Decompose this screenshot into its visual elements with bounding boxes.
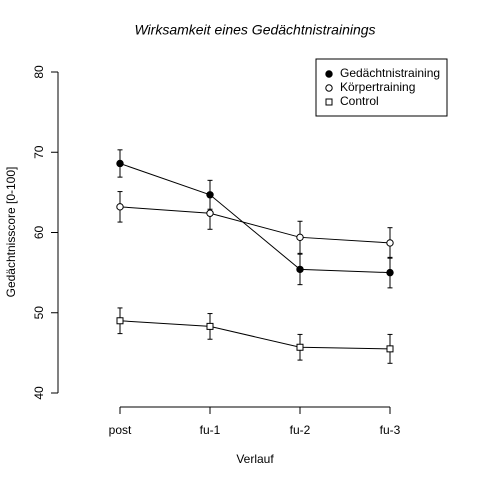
series-line <box>119 206 391 244</box>
marker <box>116 159 124 168</box>
legend-marker <box>325 70 333 78</box>
y-tick-label: 70 <box>32 145 46 159</box>
x-tick-label: post <box>109 423 132 437</box>
legend-box <box>315 58 448 117</box>
y-tick-label: 80 <box>32 65 46 79</box>
marker <box>116 317 124 325</box>
marker <box>296 265 304 274</box>
marker <box>386 239 394 247</box>
legend-label: Control <box>340 94 379 108</box>
marker <box>116 203 124 211</box>
y-tick-label: 50 <box>32 306 46 320</box>
marker <box>296 343 304 351</box>
legend-label: Gedächtnistraining <box>340 66 440 80</box>
y-axis-label: Gedächtnisscore [0-100] <box>4 167 18 298</box>
legend-marker <box>325 84 333 92</box>
x-tick-label: fu-3 <box>380 423 401 437</box>
marker <box>386 268 394 277</box>
x-axis-label: Verlauf <box>236 452 274 466</box>
marker <box>296 233 304 242</box>
marker <box>206 322 214 330</box>
y-tick-label: 40 <box>32 386 46 400</box>
x-tick-label: fu-2 <box>290 423 311 437</box>
y-tick-label: 60 <box>32 226 46 240</box>
legend-label: Körpertraining <box>340 80 415 94</box>
legend-marker <box>325 98 333 106</box>
series-line <box>119 163 391 274</box>
chart-title: Wirksamkeit eines Gedächtnistrainings <box>134 22 375 38</box>
series-line <box>119 320 391 350</box>
x-tick-label: fu-1 <box>200 423 221 437</box>
marker <box>206 209 214 217</box>
marker <box>386 345 394 353</box>
